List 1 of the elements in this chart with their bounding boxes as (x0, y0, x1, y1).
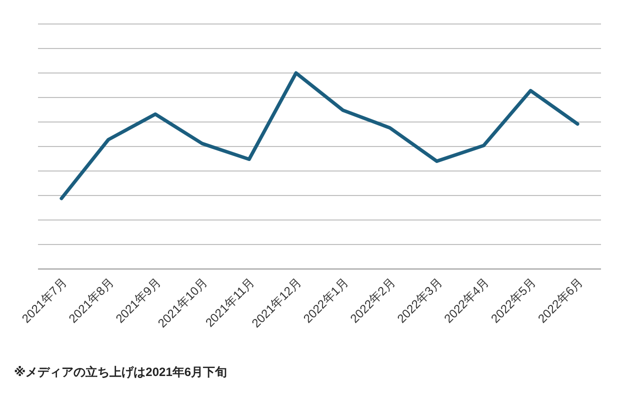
text: ※メディアの立ち上げは2021年6月下旬 (14, 365, 228, 379)
